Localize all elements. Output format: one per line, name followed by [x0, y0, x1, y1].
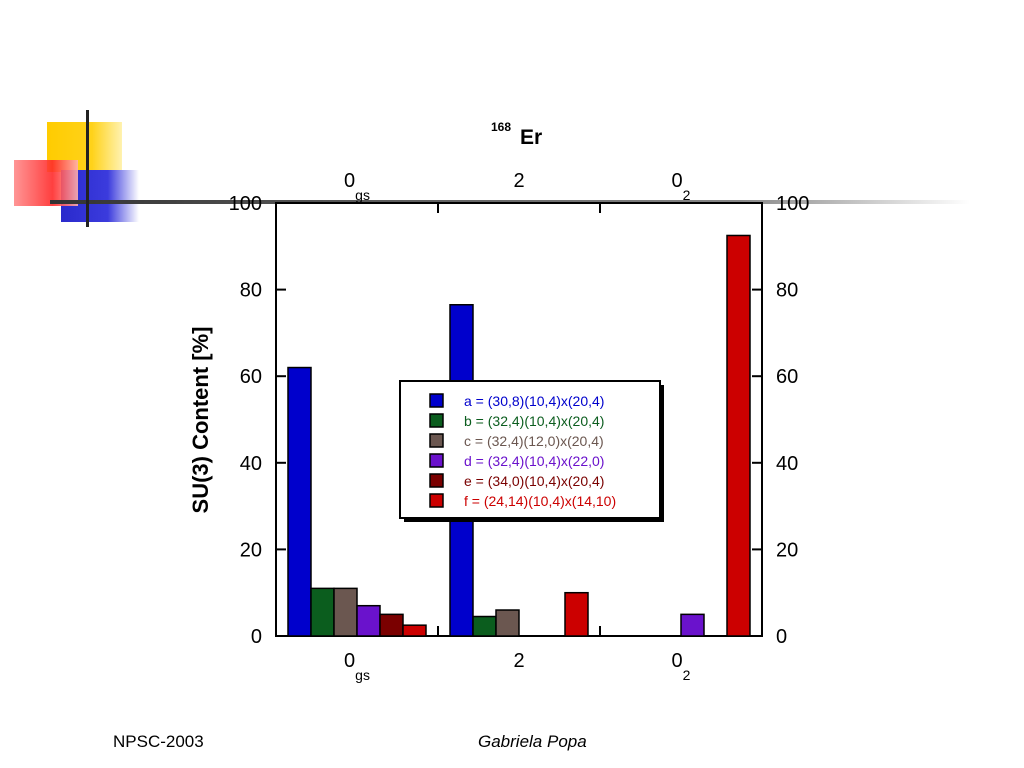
y-tick-label-right: 100 — [776, 193, 809, 215]
legend-swatch — [429, 433, 444, 448]
footer-author: Gabriela Popa — [478, 732, 587, 751]
legend-swatch — [429, 393, 444, 408]
bar — [495, 609, 520, 637]
footer-event: NPSC-2003 — [113, 732, 204, 751]
bar — [356, 604, 381, 637]
x-tick-label-top: 02 — [672, 170, 691, 203]
legend: a = (30,8)(10,4)x(20,4) b = (32,4)(10,4)x… — [399, 380, 664, 522]
bar — [402, 624, 427, 637]
legend-label: e = (34,0)(10,4)x(20,4) — [464, 473, 604, 489]
bar — [379, 613, 404, 637]
x-tick-label-top: 0gs — [344, 170, 370, 203]
bar — [472, 615, 497, 637]
y-tick-label-left: 40 — [240, 453, 262, 475]
y-tick-label-right: 20 — [776, 539, 798, 561]
x-tick-label-top: 2 — [513, 170, 524, 192]
y-tick-label-right: 40 — [776, 453, 798, 475]
y-tick-label-left: 0 — [251, 626, 262, 648]
y-tick-label-left: 100 — [229, 193, 262, 215]
y-tick-label-left: 80 — [240, 280, 262, 302]
title-mass-number: 168 — [491, 120, 511, 134]
y-axis-label: SU(3) Content [%] — [188, 327, 213, 514]
bar — [310, 587, 335, 637]
y-tick-label-right: 60 — [776, 366, 798, 388]
legend-swatch — [429, 473, 444, 488]
legend-label: d = (32,4)(10,4)x(22,0) — [464, 453, 604, 469]
chart-title: 168 Er — [491, 120, 542, 149]
x-tick-label-bottom: 0gs — [344, 650, 370, 683]
x-tick-label-bottom: 2 — [513, 650, 524, 672]
red-square — [14, 160, 78, 206]
y-tick-label-left: 20 — [240, 539, 262, 561]
x-tick-label-bottom: 02 — [672, 650, 691, 683]
bar — [680, 613, 705, 637]
y-tick-label-left: 60 — [240, 366, 262, 388]
y-tick-label-right: 0 — [776, 626, 787, 648]
vertical-rule — [86, 110, 89, 227]
legend-label: f = (24,14)(10,4)x(14,10) — [464, 493, 616, 509]
y-tick-label-right: 80 — [776, 280, 798, 302]
legend-label: c = (32,4)(12,0)x(20,4) — [464, 433, 604, 449]
bar — [564, 591, 589, 637]
bar — [726, 234, 751, 637]
legend-label: a = (30,8)(10,4)x(20,4) — [464, 393, 604, 409]
legend-swatch — [429, 453, 444, 468]
legend-swatch — [429, 493, 444, 508]
legend-label: b = (32,4)(10,4)x(20,4) — [464, 413, 604, 429]
title-element: Er — [520, 126, 542, 149]
bar — [333, 587, 358, 637]
legend-swatch — [429, 413, 444, 428]
bar — [287, 366, 312, 637]
